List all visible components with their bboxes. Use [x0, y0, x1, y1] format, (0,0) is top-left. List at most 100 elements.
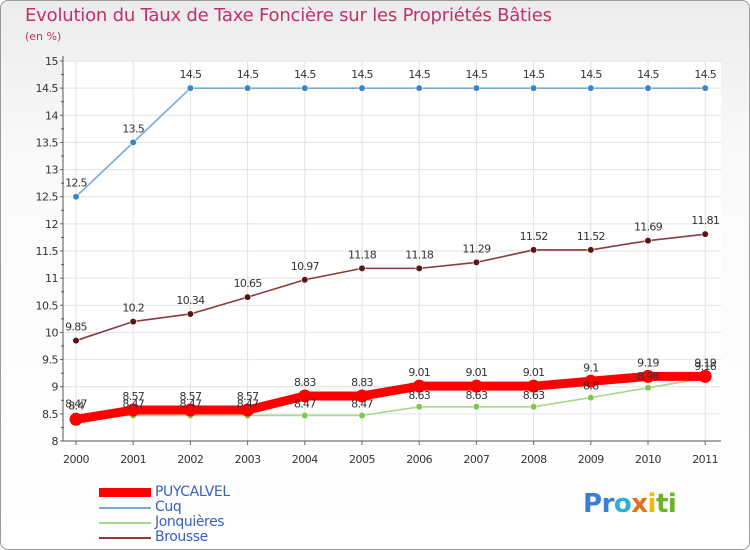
data-point-puycalvel-2000	[69, 412, 83, 426]
y-tick-label-11: 13.5	[36, 136, 59, 149]
series-line-puycalvel	[71, 371, 710, 424]
data-point-brousse-2008	[529, 246, 538, 254]
data-point-brousse-2001	[129, 317, 137, 326]
data-label-brousse-2009: 11.52	[577, 230, 605, 243]
y-tick-label-9: 12.5	[36, 191, 59, 204]
data-label-cuq-2006: 14.5	[408, 68, 430, 81]
data-label-jonquières-2008: 8.63	[523, 389, 545, 402]
legend-swatch-cuq	[99, 507, 151, 509]
y-tick-label-7: 11.5	[36, 245, 59, 258]
data-point-puycalvel-2010	[641, 369, 655, 383]
x-tick-label-2: 2002	[177, 453, 203, 466]
y-tick-label-5: 10.5	[36, 299, 59, 312]
y-tick-label-6: 11	[45, 272, 58, 285]
data-label-jonquières-2001: 8.47	[122, 397, 144, 410]
data-point-brousse-2011	[701, 230, 709, 238]
x-tick-label-7: 2007	[463, 453, 489, 466]
data-label-puycalvel-2005: 8.83	[351, 376, 373, 389]
data-point-brousse-2010	[644, 237, 652, 245]
data-point-jonquières-2006	[415, 403, 423, 411]
data-label-brousse-2004: 10.97	[291, 260, 320, 273]
data-point-jonquières-2004	[301, 411, 309, 420]
data-point-cuq-2010	[644, 84, 652, 92]
data-point-jonquières-2005	[358, 411, 366, 420]
data-point-cuq-2008	[529, 84, 538, 92]
data-point-cuq-2004	[301, 84, 309, 92]
data-label-brousse-2008: 11.52	[520, 230, 548, 243]
data-point-puycalvel-2002	[183, 403, 197, 417]
data-label-puycalvel-2010: 9.19	[637, 356, 659, 369]
data-point-brousse-2005	[358, 264, 366, 272]
data-label-brousse-2000: 9.85	[65, 321, 87, 334]
chart-title: Evolution du Taux de Taxe Foncière sur l…	[25, 5, 552, 26]
data-point-puycalvel-2005	[355, 389, 369, 403]
logo-letter: P	[583, 489, 602, 519]
data-label-puycalvel-2007: 9.01	[466, 366, 488, 379]
data-label-cuq-2002: 14.5	[180, 68, 202, 81]
data-label-cuq-2008: 14.5	[523, 68, 545, 81]
data-label-jonquières-2002: 8.47	[180, 397, 202, 410]
data-point-puycalvel-2008	[527, 379, 541, 393]
data-point-jonquières-2008	[529, 403, 538, 411]
data-label-jonquières-2010: 8.98	[637, 370, 659, 383]
data-point-brousse-2004	[301, 276, 309, 284]
data-point-brousse-2009	[587, 246, 595, 254]
data-label-puycalvel-2002: 8.57	[180, 390, 202, 403]
data-label-cuq-2001: 13.5	[122, 122, 144, 135]
x-tick-label-10: 2010	[635, 453, 661, 466]
data-label-jonquières-2004: 8.47	[294, 397, 316, 410]
data-point-cuq-2006	[415, 84, 423, 92]
data-label-brousse-2001: 10.2	[122, 302, 144, 315]
data-label-puycalvel-2006: 9.01	[408, 366, 430, 379]
y-tick-label-10: 13	[45, 164, 58, 177]
data-label-cuq-2007: 14.5	[466, 68, 488, 81]
data-label-cuq-2004: 14.5	[294, 68, 316, 81]
data-label-jonquières-2007: 8.63	[466, 389, 488, 402]
data-label-jonquières-2006: 8.63	[408, 389, 430, 402]
data-point-cuq-2001	[129, 138, 137, 147]
data-point-puycalvel-2001	[126, 403, 140, 417]
data-label-puycalvel-2011: 9.19	[694, 356, 716, 369]
data-label-puycalvel-2008: 9.01	[523, 366, 545, 379]
series-line-brousse	[75, 233, 707, 342]
y-tick-label-3: 9.5	[42, 354, 58, 367]
data-point-cuq-2005	[358, 84, 366, 92]
series-line-cuq	[75, 87, 707, 198]
data-point-brousse-2002	[186, 310, 194, 318]
y-tick-label-0: 8	[52, 435, 59, 448]
data-label-brousse-2007: 11.29	[462, 242, 491, 255]
data-label-puycalvel-2003: 8.57	[237, 390, 259, 403]
data-point-brousse-2003	[244, 293, 252, 301]
data-point-cuq-2003	[244, 84, 252, 92]
legend-label-jonquières: Jonquières	[155, 514, 225, 530]
x-tick-label-0: 2000	[63, 453, 89, 466]
data-point-jonquières-2009	[587, 393, 595, 402]
x-tick-label-11: 2011	[692, 453, 718, 466]
data-point-cuq-2009	[587, 84, 595, 92]
x-tick-label-3: 2003	[235, 453, 261, 466]
data-label-brousse-2002: 10.34	[176, 294, 205, 307]
data-label-jonquières-2000: 8.47	[65, 397, 87, 410]
data-label-cuq-2000: 12.5	[65, 177, 87, 190]
data-label-cuq-2005: 14.5	[351, 68, 373, 81]
y-tick-label-14: 15	[45, 55, 58, 68]
data-point-puycalvel-2004	[298, 389, 312, 403]
logo-letter: i	[647, 489, 657, 519]
legend-label-brousse: Brousse	[155, 529, 208, 545]
legend-label-cuq: Cuq	[155, 499, 182, 515]
x-tick-label-4: 2004	[292, 453, 318, 466]
data-point-puycalvel-2009	[584, 374, 598, 388]
y-tick-label-8: 12	[45, 218, 58, 231]
y-tick-label-4: 10	[45, 326, 58, 339]
data-label-brousse-2010: 11.69	[634, 221, 663, 234]
legend-swatch-jonquières	[99, 522, 151, 524]
logo-letter: t	[655, 489, 668, 519]
y-unit-label: (en %)	[25, 30, 62, 43]
data-point-brousse-2007	[472, 258, 481, 267]
data-point-puycalvel-2006	[412, 379, 426, 393]
data-label-cuq-2003: 14.5	[237, 68, 259, 81]
data-label-cuq-2011: 14.5	[694, 68, 716, 81]
data-point-cuq-2000	[72, 193, 80, 201]
